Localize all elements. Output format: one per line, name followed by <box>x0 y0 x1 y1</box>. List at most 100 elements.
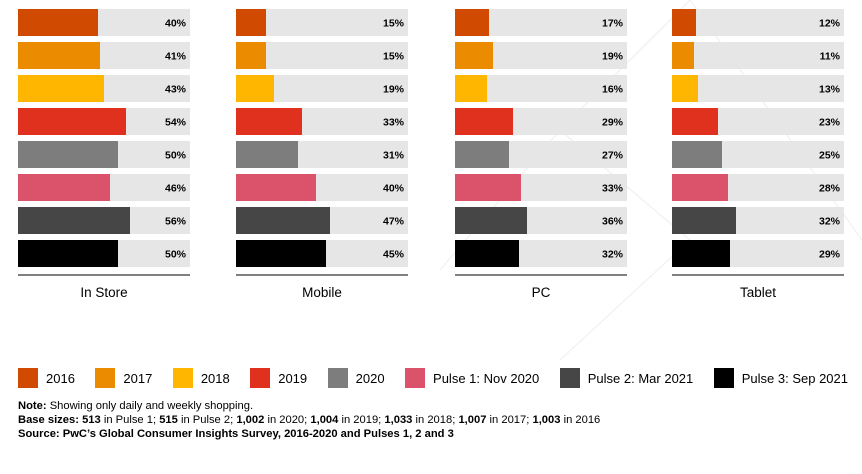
note-line: Note: Showing only daily and weekly shop… <box>18 399 848 413</box>
data-label: 12% <box>819 18 841 30</box>
bar <box>18 141 118 168</box>
bar <box>672 42 694 69</box>
panel-in-store: 40% 41% 43% 54% 50% 46% 56% 50% In Store <box>18 9 190 300</box>
data-label: 25% <box>819 150 841 162</box>
data-label: 43% <box>165 84 187 96</box>
bar <box>455 141 509 168</box>
base-sizes-label: Base sizes: <box>18 414 79 426</box>
source-text: Source: PwC’s Global Consumer Insights S… <box>18 428 454 440</box>
bar-track <box>672 9 844 36</box>
bar <box>455 174 521 201</box>
legend-label: 2018 <box>200 370 230 386</box>
base-size-text: in 2019; <box>338 414 385 426</box>
bar <box>672 108 718 135</box>
bar <box>672 174 728 201</box>
data-label: 50% <box>165 249 187 261</box>
legend-label: Pulse 1: Nov 2020 <box>433 370 540 386</box>
legend-label: 2016 <box>46 370 75 386</box>
data-label: 19% <box>383 84 405 96</box>
chart: 40% 41% 43% 54% 50% 46% 56% 50% In Store 15% 15% 19… <box>18 0 862 360</box>
base-size-value: 1,004 <box>310 414 339 426</box>
panel-tablet: 12% 11% 13% 23% 25% 28% 32% 29% Tablet <box>672 9 844 300</box>
bar <box>672 75 698 102</box>
bar <box>18 207 130 234</box>
legend-item: 2018 <box>172 368 230 388</box>
data-label: 13% <box>819 84 841 96</box>
bar-track <box>672 75 844 102</box>
data-label: 19% <box>602 51 624 63</box>
bar <box>672 207 736 234</box>
data-label: 15% <box>383 51 405 63</box>
bar <box>455 42 493 69</box>
data-label: 32% <box>602 249 624 261</box>
data-label: 28% <box>819 183 841 195</box>
legend: 2016 2017 2018 2019 2020 Pulse 1: Nov 2020 Pul… <box>18 368 848 388</box>
base-sizes-line: Base sizes: 513 in Pulse 1; 515 in Pulse… <box>18 413 848 427</box>
legend-swatch <box>250 368 271 388</box>
legend-label: Pulse 3: Sep 2021 <box>741 370 848 386</box>
data-label: 36% <box>602 216 624 228</box>
bar <box>455 108 513 135</box>
data-label: 47% <box>383 216 405 228</box>
bar <box>672 9 696 36</box>
panel-pc: 17% 19% 16% 29% 27% 33% 36% 32% PC <box>455 9 627 300</box>
data-label: 23% <box>819 117 841 129</box>
bar <box>18 75 104 102</box>
bar <box>455 207 527 234</box>
bar <box>18 174 110 201</box>
legend-item: 2020 <box>327 368 385 388</box>
base-size-value: 1,007 <box>458 414 487 426</box>
bar <box>236 75 274 102</box>
footnotes: Note: Showing only daily and weekly shop… <box>18 399 848 441</box>
bar <box>455 75 487 102</box>
bar <box>455 240 519 267</box>
data-label: 56% <box>165 216 187 228</box>
data-label: 50% <box>165 150 187 162</box>
base-size-text: in 2018; <box>412 414 459 426</box>
base-size-value: 513 <box>82 414 101 426</box>
legend-swatch <box>95 368 116 388</box>
note-text: Showing only daily and weekly shopping. <box>46 400 254 412</box>
base-size-value: 1,003 <box>532 414 561 426</box>
data-label: 40% <box>165 18 187 30</box>
legend-swatch <box>405 368 426 388</box>
data-label: 29% <box>602 117 624 129</box>
bar <box>18 108 126 135</box>
bar <box>18 240 118 267</box>
data-label: 54% <box>165 117 187 129</box>
bar <box>236 174 316 201</box>
bar <box>236 42 266 69</box>
data-label: 15% <box>383 18 405 30</box>
source-line: Source: PwC’s Global Consumer Insights S… <box>18 427 848 441</box>
data-label: 29% <box>819 249 841 261</box>
legend-swatch <box>172 368 193 388</box>
base-size-text: in 2020; <box>264 414 311 426</box>
bar-track <box>672 42 844 69</box>
panel-mobile: 15% 15% 19% 33% 31% 40% 47% 45% Mobile <box>236 9 408 300</box>
legend-label: 2017 <box>123 370 153 386</box>
legend-swatch <box>327 368 348 388</box>
legend-label: 2019 <box>278 370 308 386</box>
data-label: 33% <box>383 117 405 129</box>
bar <box>236 207 330 234</box>
base-size-text: in Pulse 1; <box>100 414 160 426</box>
legend-item: 2016 <box>18 368 75 388</box>
panel-label: Tablet <box>740 285 776 300</box>
panel-label: In Store <box>80 285 127 300</box>
bar <box>455 9 489 36</box>
legend-label: 2020 <box>355 370 385 386</box>
legend-label: Pulse 2: Mar 2021 <box>587 370 694 386</box>
bar <box>236 9 266 36</box>
base-size-value: 1,033 <box>384 414 413 426</box>
data-label: 16% <box>602 84 624 96</box>
panel-label: PC <box>532 285 551 300</box>
legend-swatch <box>18 368 38 388</box>
bar <box>236 240 326 267</box>
legend-item: 2019 <box>250 368 307 388</box>
bar <box>672 141 722 168</box>
data-label: 27% <box>602 150 624 162</box>
legend-swatch <box>559 368 580 388</box>
legend-item: Pulse 1: Nov 2020 <box>405 368 539 388</box>
bar <box>672 240 730 267</box>
legend-swatch <box>713 368 734 388</box>
